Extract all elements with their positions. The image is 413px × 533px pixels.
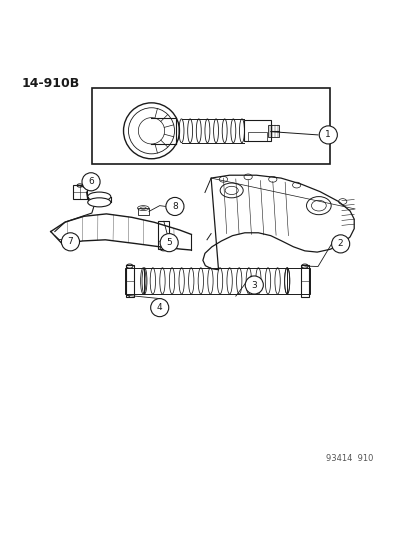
Circle shape [318, 126, 337, 144]
Bar [300, 265, 308, 296]
Text: 14-910B: 14-910B [22, 77, 80, 90]
Text: 7: 7 [67, 237, 73, 246]
Circle shape [166, 197, 183, 215]
Bar [124, 268, 144, 294]
Text: 4: 4 [157, 303, 162, 312]
Bar [243, 120, 270, 141]
Bar [267, 125, 279, 136]
Circle shape [150, 298, 169, 317]
Ellipse shape [123, 103, 179, 159]
Text: 1: 1 [325, 131, 330, 140]
Bar [125, 265, 133, 296]
Bar [137, 208, 149, 215]
Bar [92, 87, 330, 164]
Text: 8: 8 [172, 202, 177, 211]
Circle shape [82, 173, 100, 191]
Circle shape [160, 233, 178, 252]
Text: 93414  910: 93414 910 [325, 454, 373, 463]
Bar [287, 268, 309, 294]
Circle shape [61, 233, 79, 251]
Bar [158, 221, 169, 249]
Text: 3: 3 [251, 280, 256, 289]
Circle shape [244, 276, 263, 294]
Bar [247, 132, 266, 141]
Text: 2: 2 [337, 239, 343, 248]
Circle shape [331, 235, 349, 253]
Text: 6: 6 [88, 177, 94, 187]
Bar [73, 185, 86, 199]
Ellipse shape [88, 198, 111, 207]
Text: 5: 5 [166, 238, 172, 247]
